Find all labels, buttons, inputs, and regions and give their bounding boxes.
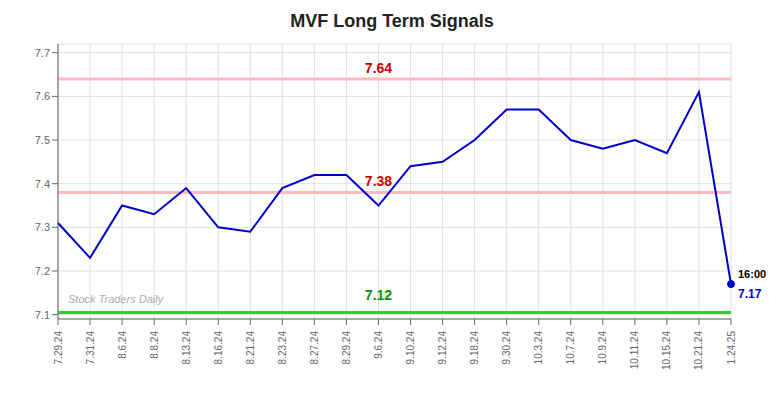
- svg-text:16:00: 16:00: [738, 268, 766, 280]
- svg-text:10.3.24: 10.3.24: [533, 331, 544, 365]
- svg-text:8.16.24: 8.16.24: [213, 331, 224, 365]
- html-text:MVF Long Term Signals: MVF Long Term Signals: [290, 11, 494, 31]
- svg-text:7.12: 7.12: [365, 287, 392, 303]
- svg-text:8.29.24: 8.29.24: [341, 331, 352, 365]
- svg-text:8.6.24: 8.6.24: [117, 331, 128, 359]
- html-text:Stock Traders Daily: Stock Traders Daily: [68, 293, 164, 305]
- svg-text:8.8.24: 8.8.24: [149, 331, 160, 359]
- svg-text:9.10.24: 9.10.24: [405, 331, 416, 365]
- svg-text:7.31.24: 7.31.24: [85, 331, 96, 365]
- svg-text:10.9.24: 10.9.24: [597, 331, 608, 365]
- svg-text:7.29.24: 7.29.24: [53, 331, 64, 365]
- svg-text:8.23.24: 8.23.24: [277, 331, 288, 365]
- svg-text:1.24.25: 1.24.25: [726, 331, 737, 365]
- svg-text:7.5: 7.5: [35, 134, 50, 146]
- svg-text:9.6.24: 9.6.24: [373, 331, 384, 359]
- svg-text:7.7: 7.7: [35, 47, 50, 59]
- svg-text:10.15.24: 10.15.24: [661, 331, 672, 370]
- svg-text:9.30.24: 9.30.24: [501, 331, 512, 365]
- svg-text:7.17: 7.17: [738, 287, 762, 301]
- svg-text:8.27.24: 8.27.24: [309, 331, 320, 365]
- svg-text:10.21.24: 10.21.24: [693, 331, 704, 370]
- svg-text:9.18.24: 9.18.24: [469, 331, 480, 365]
- svg-text:9.12.24: 9.12.24: [437, 331, 448, 365]
- svg-text:7.2: 7.2: [35, 265, 50, 277]
- svg-text:7.38: 7.38: [365, 173, 392, 189]
- svg-text:8.21.24: 8.21.24: [245, 331, 256, 365]
- svg-text:10.11.24: 10.11.24: [629, 331, 640, 370]
- svg-text:7.1: 7.1: [35, 309, 50, 321]
- svg-text:7.6: 7.6: [35, 90, 50, 102]
- svg-text:7.4: 7.4: [35, 178, 50, 190]
- svg-text:7.3: 7.3: [35, 221, 50, 233]
- svg-text:7.64: 7.64: [365, 60, 392, 76]
- svg-text:10.7.24: 10.7.24: [565, 331, 576, 365]
- svg-text:8.13.24: 8.13.24: [181, 331, 192, 365]
